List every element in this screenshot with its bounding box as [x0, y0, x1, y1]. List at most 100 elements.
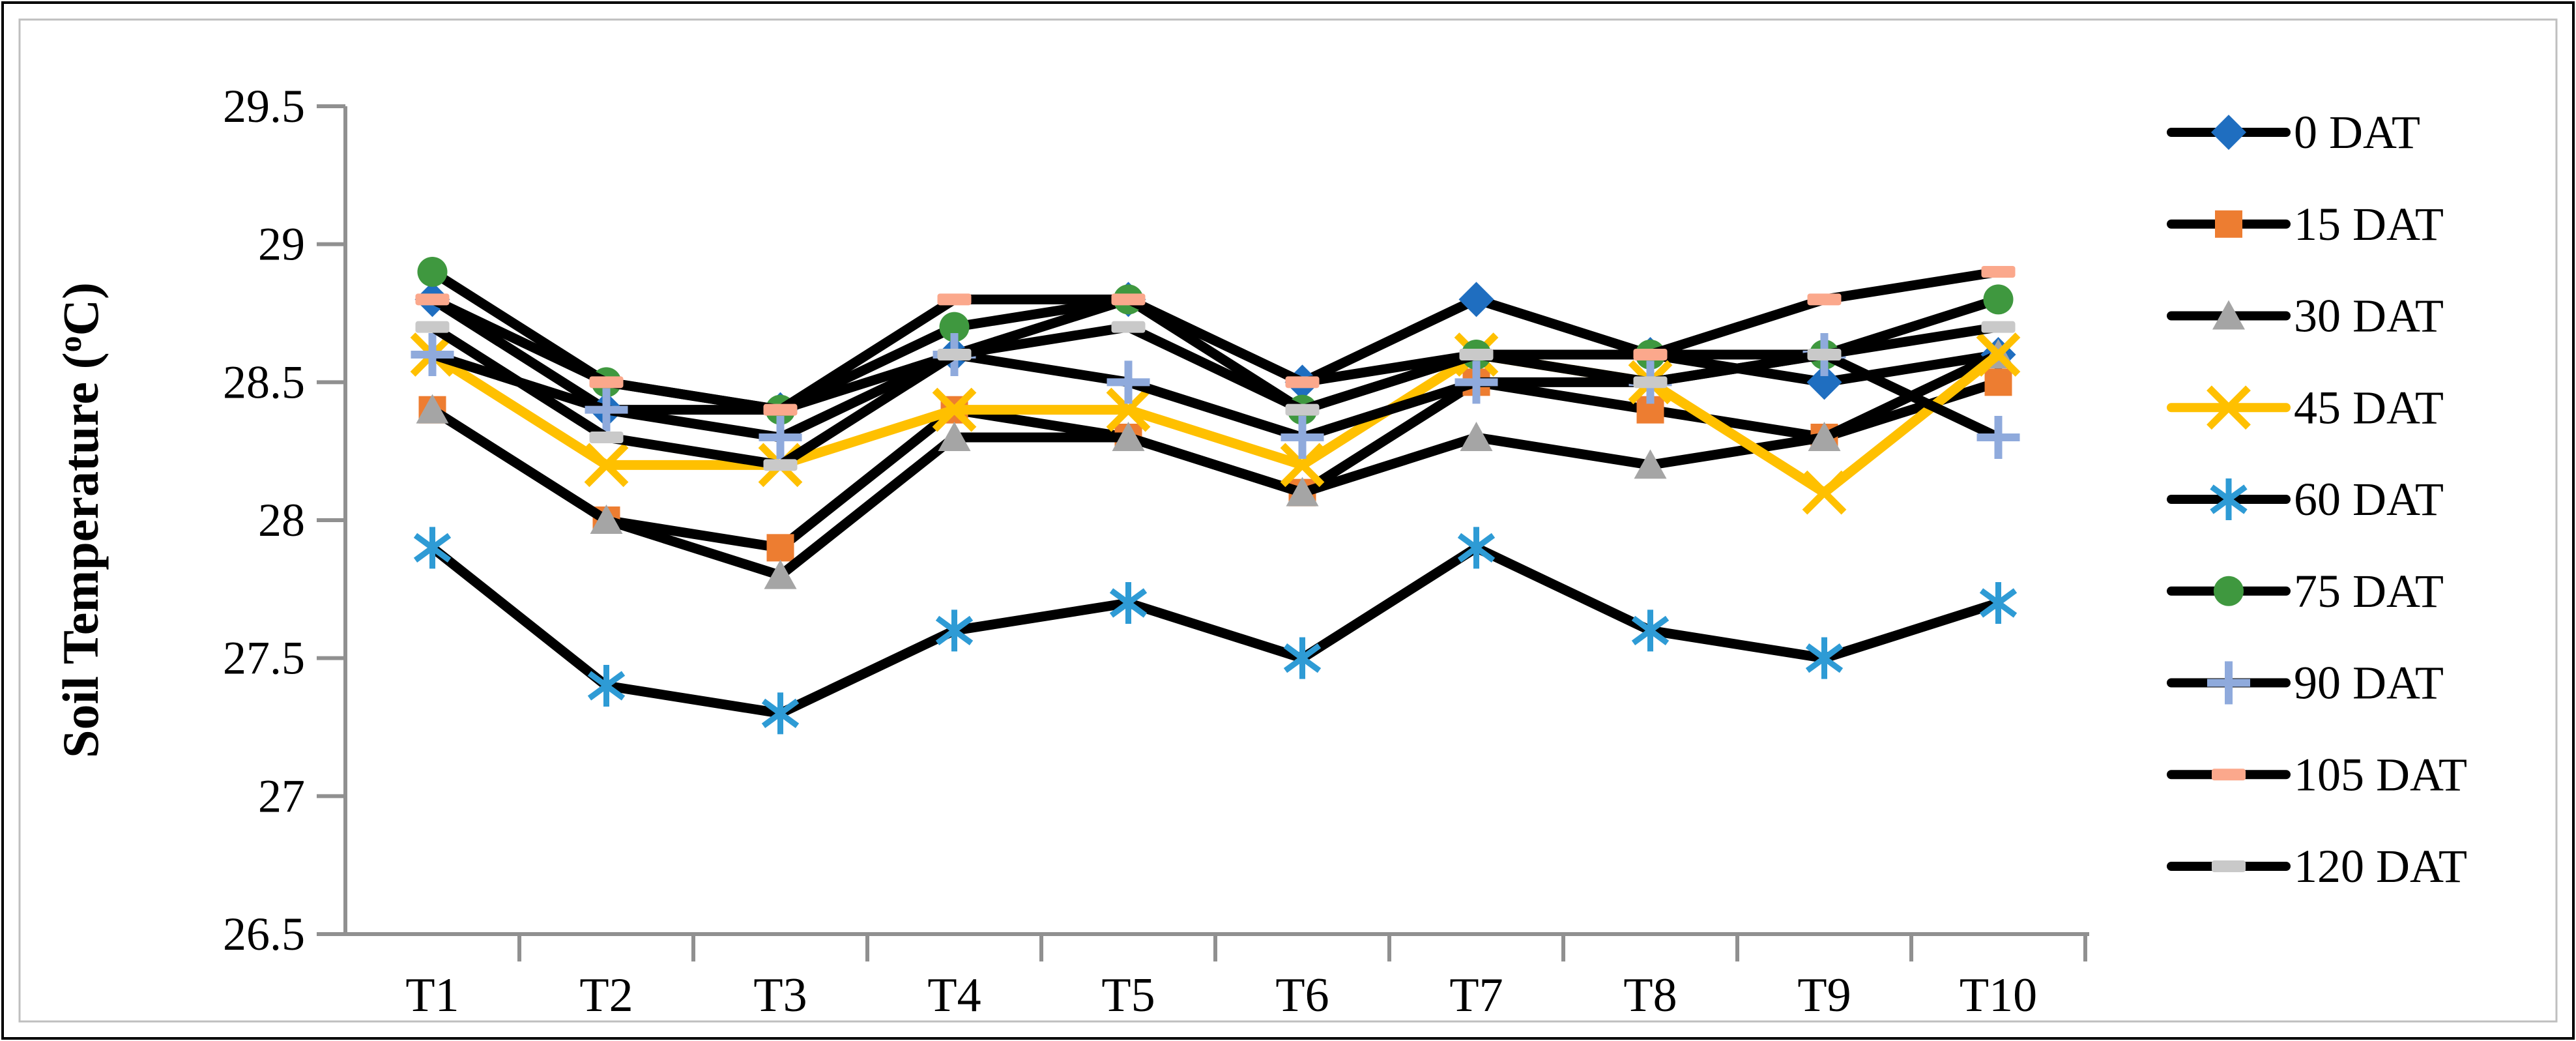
- legend-item-60-dat: 60 DAT: [2167, 473, 2444, 525]
- marker-30-dat-t2: [590, 505, 623, 534]
- y-tick-label: 27.5: [223, 632, 305, 684]
- legend-marker-15-dat: [2215, 210, 2242, 238]
- legend-marker-60-dat: [2210, 478, 2248, 520]
- legend-item-90-dat: 90 DAT: [2167, 657, 2444, 709]
- marker-105-dat-t4: [937, 293, 972, 306]
- series-line-60-dat: [427, 542, 2003, 718]
- marker-90-dat-t2: [585, 388, 628, 432]
- marker-45-dat-t2: [584, 443, 629, 488]
- marker-120-dat-t5: [1111, 321, 1146, 333]
- y-tick-label: 26.5: [223, 908, 305, 960]
- legend-item-15-dat: 15 DAT: [2167, 198, 2444, 250]
- x-category-label-t2: T2: [579, 969, 633, 1022]
- marker-45-dat-t5: [1106, 387, 1151, 432]
- marker-60-dat-t4: [935, 609, 974, 652]
- legend-label-90-dat: 90 DAT: [2294, 657, 2444, 709]
- marker-120-dat-t1: [415, 321, 450, 333]
- x-category-label-t9: T9: [1797, 969, 1851, 1022]
- marker-45-dat-t4: [932, 387, 977, 432]
- legend-label-30-dat: 30 DAT: [2294, 290, 2444, 342]
- legend-item-0-dat: 0 DAT: [2167, 106, 2420, 158]
- series-line-30-dat: [427, 349, 2003, 581]
- marker-60-dat-t1: [413, 527, 452, 569]
- marker-0-dat-t7: [1458, 282, 1494, 317]
- marker-30-dat-t1: [416, 394, 449, 424]
- marker-15-dat-t3: [766, 534, 794, 562]
- y-tick-label: 27: [258, 770, 305, 822]
- legend-label-45-dat: 45 DAT: [2294, 381, 2444, 433]
- marker-60-dat-t9: [1805, 637, 1844, 679]
- marker-60-dat-t10: [1979, 582, 2018, 624]
- marker-105-dat-t2: [589, 376, 624, 389]
- y-axis-title: Soil Temperature (oC): [51, 282, 109, 758]
- marker-105-dat-t8: [1633, 349, 1668, 360]
- marker-120-dat-t4: [937, 349, 972, 360]
- marker-120-dat-t10: [1981, 321, 2016, 333]
- marker-120-dat-t7: [1459, 349, 1494, 360]
- legend-marker-75-dat: [2214, 576, 2244, 606]
- y-tick-label: 28.5: [223, 356, 305, 408]
- legend-label-15-dat: 15 DAT: [2294, 198, 2444, 250]
- legend-item-75-dat: 75 DAT: [2167, 565, 2444, 617]
- y-tick-label: 29.5: [223, 80, 305, 132]
- series-line-105-dat: [427, 267, 2003, 415]
- series-120-dat: [415, 321, 2016, 471]
- legend-label-120-dat: 120 DAT: [2294, 840, 2467, 892]
- series-line-120-dat: [427, 322, 2003, 470]
- marker-120-dat-t2: [589, 432, 624, 443]
- x-category-label-t8: T8: [1623, 969, 1677, 1022]
- marker-90-dat-t1: [411, 333, 454, 376]
- marker-120-dat-t8: [1633, 376, 1668, 389]
- legend-item-120-dat: 120 DAT: [2167, 840, 2467, 892]
- marker-105-dat-t1: [415, 293, 450, 306]
- marker-75-dat-t1: [417, 257, 448, 287]
- marker-15-dat-t10: [1984, 368, 2012, 396]
- marker-105-dat-t5: [1111, 293, 1146, 306]
- legend-item-105-dat: 105 DAT: [2167, 748, 2467, 800]
- legend-label-75-dat: 75 DAT: [2294, 565, 2444, 617]
- marker-120-dat-t6: [1285, 403, 1320, 416]
- marker-60-dat-t2: [587, 665, 626, 707]
- legend-label-0-dat: 0 DAT: [2294, 106, 2420, 158]
- marker-30-dat-t3: [764, 559, 797, 589]
- marker-90-dat-t3: [759, 416, 802, 459]
- marker-90-dat-t7: [1454, 360, 1498, 404]
- marker-105-dat-t9: [1807, 293, 1842, 306]
- marker-45-dat-t10: [1976, 332, 2021, 377]
- x-category-label-t6: T6: [1275, 969, 1329, 1022]
- x-category-label-t4: T4: [927, 969, 981, 1022]
- y-tick-label: 28: [258, 494, 305, 546]
- marker-60-dat-t3: [761, 692, 800, 735]
- marker-30-dat-t5: [1112, 422, 1145, 451]
- marker-30-dat-t6: [1286, 477, 1319, 506]
- marker-105-dat-t10: [1981, 266, 2016, 278]
- marker-30-dat-t7: [1460, 422, 1493, 451]
- legend: 0 DAT 15 DAT 30 DAT 45 DAT 60 DAT 75 DAT 90 DA…: [2167, 106, 2467, 892]
- marker-120-dat-t3: [763, 459, 798, 471]
- marker-60-dat-t8: [1631, 609, 1670, 652]
- legend-item-45-dat: 45 DAT: [2167, 381, 2444, 433]
- marker-45-dat-t9: [1802, 470, 1847, 515]
- marker-90-dat-t5: [1107, 360, 1150, 404]
- marker-60-dat-t7: [1457, 527, 1496, 569]
- marker-30-dat-t4: [938, 422, 971, 451]
- x-category-label-t1: T1: [405, 969, 459, 1022]
- legend-marker-0-dat: [2211, 115, 2246, 150]
- marker-105-dat-t6: [1285, 376, 1320, 389]
- legend-label-105-dat: 105 DAT: [2294, 748, 2467, 800]
- legend-marker-120-dat: [2212, 860, 2246, 872]
- marker-120-dat-t9: [1807, 349, 1842, 360]
- legend-marker-45-dat: [2207, 385, 2251, 430]
- legend-label-60-dat: 60 DAT: [2294, 473, 2444, 525]
- marker-60-dat-t6: [1283, 637, 1322, 679]
- legend-marker-90-dat: [2207, 661, 2250, 705]
- axes: 26.5 27 27.5 28 28.5 29 29.5 T1 T2 T3 T4 T5 T6 T7 T8 T9…: [223, 80, 2089, 1022]
- marker-90-dat-t6: [1281, 416, 1324, 459]
- marker-45-dat-t6: [1280, 443, 1325, 488]
- legend-item-30-dat: 30 DAT: [2167, 290, 2444, 342]
- x-category-label-t10: T10: [1960, 969, 2037, 1022]
- marker-30-dat-t8: [1634, 449, 1667, 479]
